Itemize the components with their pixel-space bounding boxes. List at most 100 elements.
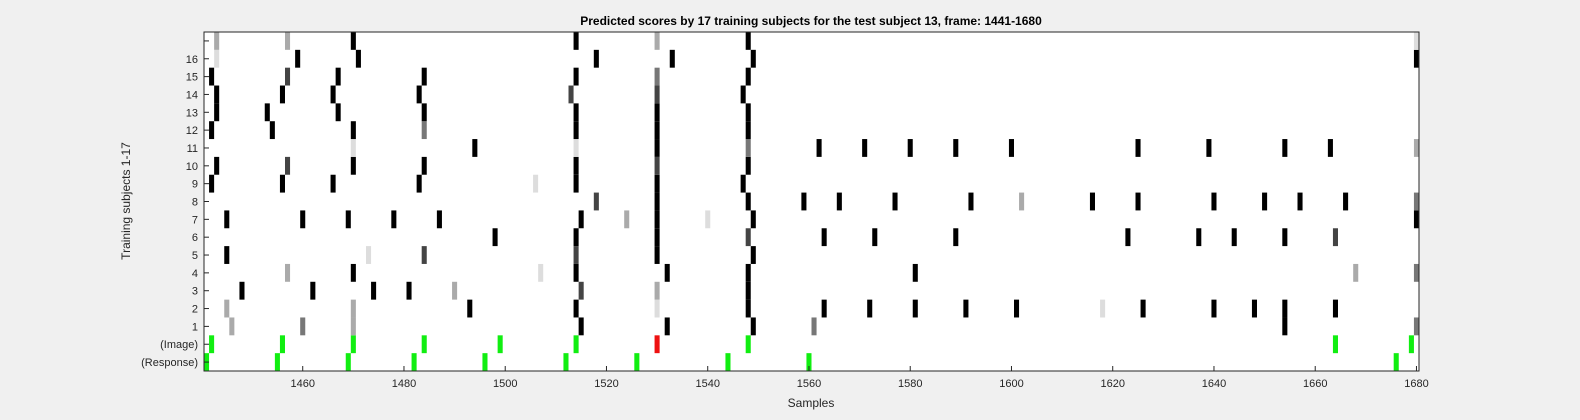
heatmap-cell bbox=[209, 174, 215, 193]
heatmap-cell bbox=[497, 335, 503, 354]
heatmap-cell bbox=[391, 210, 397, 229]
heatmap-cell bbox=[1332, 228, 1338, 247]
heatmap-cell bbox=[1100, 299, 1106, 318]
heatmap-cell bbox=[279, 85, 285, 104]
y-tick-label: 8 bbox=[192, 197, 198, 209]
heatmap-cell bbox=[1297, 192, 1303, 211]
heatmap-cell bbox=[953, 228, 959, 247]
heatmap-cell bbox=[963, 299, 969, 318]
heatmap-cell bbox=[421, 67, 427, 86]
heatmap-cell bbox=[533, 174, 539, 193]
heatmap-cell bbox=[573, 263, 579, 282]
heatmap-cell bbox=[1140, 299, 1146, 318]
heatmap-cell bbox=[1413, 139, 1419, 157]
heatmap-cell bbox=[811, 317, 817, 336]
heatmap-cell bbox=[492, 228, 498, 247]
heatmap-cell bbox=[209, 121, 215, 140]
heatmap-cell bbox=[285, 156, 291, 175]
heatmap-cell bbox=[1206, 139, 1212, 157]
heatmap-cell bbox=[350, 317, 356, 336]
heatmap-cell bbox=[1282, 299, 1288, 318]
heatmap-cell bbox=[745, 281, 751, 300]
heatmap-cell bbox=[300, 317, 306, 336]
y-tick-label: (Response) bbox=[141, 357, 198, 369]
heatmap-cell bbox=[330, 174, 336, 193]
y-tick-label: 16 bbox=[186, 54, 198, 66]
heatmap-cell bbox=[953, 139, 959, 157]
heatmap-cell bbox=[350, 156, 356, 175]
y-tick-label: 7 bbox=[192, 214, 198, 226]
heatmap-cell bbox=[806, 353, 812, 371]
heatmap-cell bbox=[421, 121, 427, 140]
heatmap-cell bbox=[279, 335, 285, 354]
heatmap-cell bbox=[214, 85, 220, 104]
heatmap-cell bbox=[274, 353, 280, 371]
heatmap-cell bbox=[745, 67, 751, 86]
heatmap-cell bbox=[745, 299, 751, 318]
heatmap-cell bbox=[740, 174, 746, 193]
x-tick-label: 1660 bbox=[1303, 378, 1327, 390]
heatmap-cell bbox=[563, 353, 569, 371]
y-tick-label: 14 bbox=[186, 89, 198, 101]
x-tick-label: 1640 bbox=[1202, 378, 1226, 390]
heatmap-cell bbox=[1413, 263, 1419, 282]
heatmap-cell bbox=[745, 121, 751, 140]
heatmap-cell bbox=[295, 49, 301, 68]
x-ticks: 1460 1480 1500 1520 1540 1560 1580 1600 1620 1640… bbox=[290, 366, 1429, 390]
heatmap-cell bbox=[624, 210, 630, 229]
heatmap-cell bbox=[654, 174, 660, 193]
heatmap-cell bbox=[310, 281, 316, 300]
heatmap-cell bbox=[1332, 335, 1338, 354]
heatmap-cell bbox=[345, 210, 351, 229]
heatmap-cell bbox=[1413, 49, 1419, 68]
heatmap-cell bbox=[406, 281, 412, 300]
heatmap-cell bbox=[1125, 228, 1131, 247]
heatmap-cell bbox=[593, 49, 599, 68]
heatmap-cell bbox=[801, 192, 807, 211]
heatmap-cell bbox=[816, 139, 822, 157]
heatmap-cell bbox=[1413, 32, 1419, 50]
heatmap-cell bbox=[1282, 317, 1288, 336]
y-tick-label: 1 bbox=[192, 321, 198, 333]
heatmap-cell bbox=[745, 103, 751, 122]
heatmap-cell bbox=[1327, 139, 1333, 157]
heatmap-cell bbox=[573, 174, 579, 193]
x-tick-label: 1600 bbox=[999, 378, 1023, 390]
y-tick-label: 5 bbox=[192, 250, 198, 262]
heatmap-cell bbox=[482, 353, 488, 371]
heatmap-cell bbox=[654, 139, 660, 157]
heatmap-cell bbox=[573, 299, 579, 318]
heatmap-cell bbox=[224, 246, 230, 264]
heatmap-cell bbox=[573, 335, 579, 354]
heatmap-cell bbox=[1196, 228, 1202, 247]
heatmap-cell bbox=[421, 103, 427, 122]
heatmap-cell bbox=[664, 317, 670, 336]
heatmap-cell bbox=[654, 246, 660, 264]
heatmap-cell bbox=[654, 85, 660, 104]
marks-layer bbox=[204, 32, 1419, 371]
x-tick-label: 1580 bbox=[898, 378, 922, 390]
heatmap-cell bbox=[912, 299, 918, 318]
heatmap-cell bbox=[467, 299, 473, 318]
heatmap-cell bbox=[224, 210, 230, 229]
heatmap-cell bbox=[745, 32, 751, 50]
x-tick-label: 1460 bbox=[290, 378, 314, 390]
y-tick-label: 13 bbox=[186, 107, 198, 119]
heatmap-cell bbox=[285, 263, 291, 282]
heatmap-cell bbox=[634, 353, 640, 371]
heatmap-cell bbox=[654, 192, 660, 211]
heatmap-cell bbox=[1008, 139, 1014, 157]
heatmap-cell bbox=[1413, 192, 1419, 211]
heatmap-cell bbox=[350, 139, 356, 157]
heatmap-cell bbox=[1135, 192, 1141, 211]
heatmap-cell bbox=[745, 263, 751, 282]
heatmap-cell bbox=[740, 85, 746, 104]
heatmap-cell bbox=[867, 299, 873, 318]
heatmap-cell bbox=[664, 263, 670, 282]
heatmap-cell bbox=[224, 299, 230, 318]
chart-title: Predicted scores by 17 training subjects… bbox=[580, 14, 1042, 28]
heatmap-cell bbox=[750, 210, 756, 229]
heatmap-cell bbox=[872, 228, 878, 247]
